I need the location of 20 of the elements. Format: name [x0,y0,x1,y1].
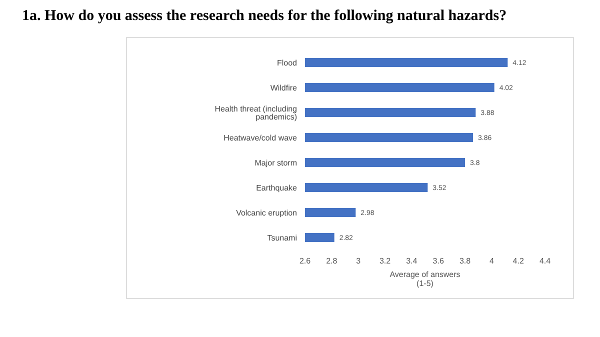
y-tick-label: Flood [276,58,297,68]
x-axis-title: Average of answers (1-5) [388,270,462,288]
x-tick-label: 3.6 [432,256,444,266]
x-tick-label: 3.8 [459,256,472,266]
x-tick-label: 3 [356,256,362,266]
y-tick-label: Volcanic eruption [236,208,297,218]
x-tick-label: 3.4 [406,256,418,266]
y-tick-label: Wildfire [270,83,298,92]
y-tick-label: Earthquake [256,183,298,192]
x-tick-label: 3.2 [379,256,392,266]
x-tick-label: 2.8 [326,256,338,266]
chart-title: 1a. How do you assess the research needs for the following natural hazards? [22,8,508,25]
x-tick-label: 4.2 [512,256,524,266]
x-tick-label: 4.4 [539,256,552,266]
x-tick-label: 2.6 [299,256,312,266]
y-tick-label: Heatwave/cold wave [224,133,298,142]
y-tick-label: Tsunami [267,233,298,242]
y-tick-label: Major storm [254,158,298,168]
y-tick-label: Health threat (including pandemics) [214,104,298,122]
x-tick-label: 4 [489,256,494,266]
